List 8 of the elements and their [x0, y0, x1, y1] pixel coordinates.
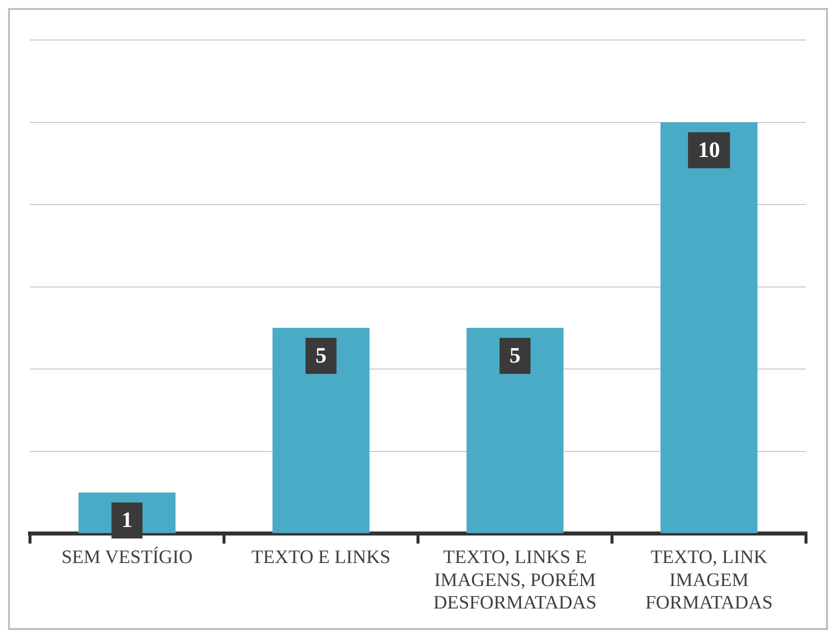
data-label: 5: [316, 342, 326, 368]
x-tick-label: TEXTO, LINK IMAGEM FORMATADAS: [645, 546, 773, 614]
x-tick-label: TEXTO, LINKS E IMAGENS, PORÉM DESFORMATADAS: [433, 546, 597, 614]
data-label: 10: [698, 136, 720, 162]
data-label: 1: [122, 507, 132, 532]
x-tick-label: SEM VESTÍGIO: [61, 546, 193, 568]
x-tick-label: TEXTO E LINKS: [252, 546, 390, 568]
data-label: 5: [510, 342, 520, 368]
